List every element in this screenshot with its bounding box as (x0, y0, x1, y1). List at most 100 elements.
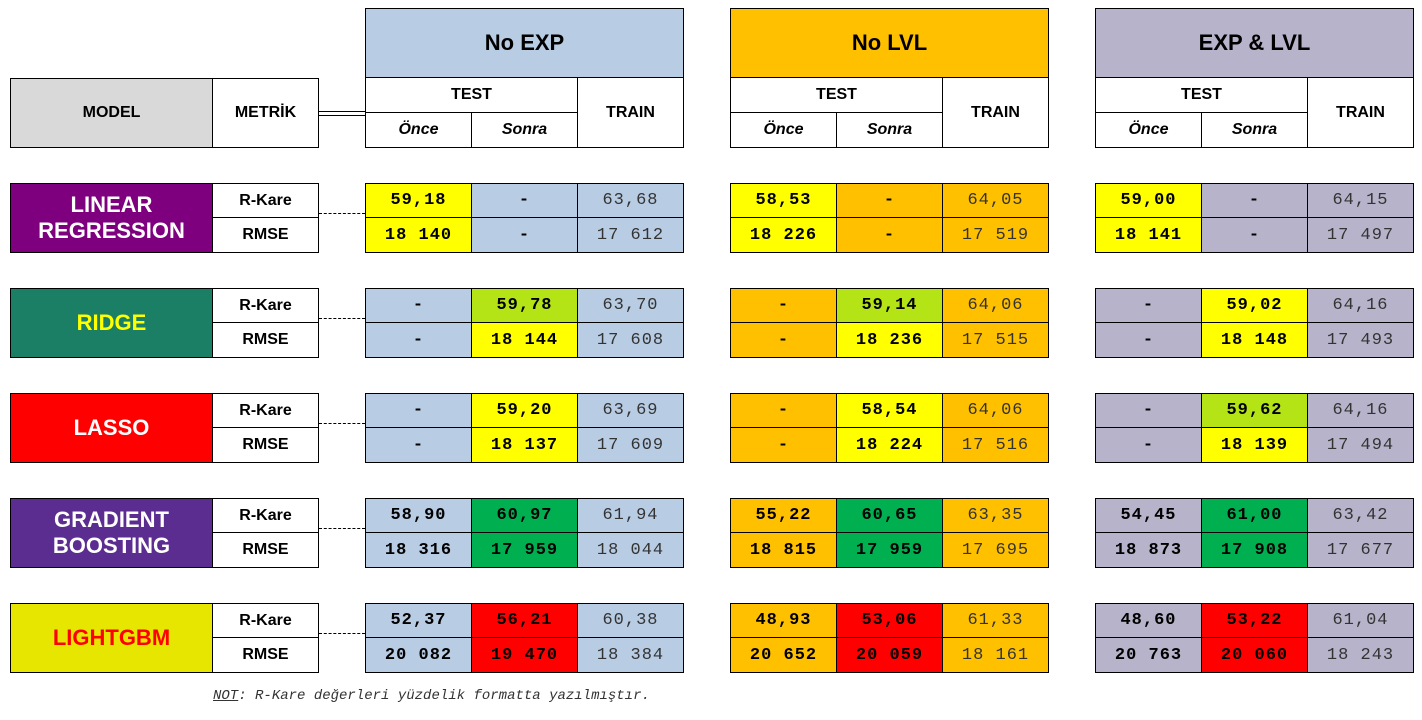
value-before: - (365, 393, 472, 428)
value-before: 20 763 (1095, 637, 1202, 673)
value-train: 17 608 (577, 322, 684, 358)
value-train: 64,15 (1307, 183, 1414, 218)
value-before: 18 226 (730, 217, 837, 253)
value-after: - (1201, 183, 1308, 218)
model-name: LINEAR REGRESSION (10, 183, 213, 253)
value-after: 17 908 (1201, 532, 1308, 568)
value-before: 58,90 (365, 498, 472, 533)
value-before: 52,37 (365, 603, 472, 638)
before-header: Önce (365, 112, 472, 148)
value-before: - (365, 322, 472, 358)
after-header: Sonra (836, 112, 943, 148)
value-before: 18 141 (1095, 217, 1202, 253)
group-title: EXP & LVL (1095, 8, 1414, 78)
value-train: 18 044 (577, 532, 684, 568)
value-train: 17 497 (1307, 217, 1414, 253)
row-connector-line (319, 423, 365, 424)
metric-label: R-Kare (212, 288, 319, 323)
value-before: 18 140 (365, 217, 472, 253)
before-header: Önce (1095, 112, 1202, 148)
group-title: No EXP (365, 8, 684, 78)
value-before: - (730, 322, 837, 358)
value-train: 64,16 (1307, 288, 1414, 323)
value-after: 61,00 (1201, 498, 1308, 533)
value-before: - (1095, 427, 1202, 463)
value-train: 18 243 (1307, 637, 1414, 673)
header-connector-line (319, 111, 365, 112)
metric-header: METRİK (212, 78, 319, 148)
value-train: 60,38 (577, 603, 684, 638)
value-before: 18 316 (365, 532, 472, 568)
value-after: 53,06 (836, 603, 943, 638)
metric-label: R-Kare (212, 498, 319, 533)
value-before: - (1095, 322, 1202, 358)
value-train: 63,68 (577, 183, 684, 218)
value-before: - (730, 288, 837, 323)
value-train: 63,42 (1307, 498, 1414, 533)
value-train: 17 677 (1307, 532, 1414, 568)
value-after: - (836, 217, 943, 253)
metric-label: RMSE (212, 532, 319, 568)
value-after: 53,22 (1201, 603, 1308, 638)
value-after: 59,02 (1201, 288, 1308, 323)
row-connector-line (319, 528, 365, 529)
value-before: - (365, 427, 472, 463)
footnote-text: : R-Kare değerleri yüzdelik formatta yaz… (238, 688, 650, 704)
value-train: 63,70 (577, 288, 684, 323)
footnote: NOT: R-Kare değerleri yüzdelik formatta … (213, 688, 650, 704)
value-before: 59,00 (1095, 183, 1202, 218)
train-header: TRAIN (577, 77, 684, 148)
value-after: 59,78 (471, 288, 578, 323)
value-before: - (730, 393, 837, 428)
row-connector-line (319, 213, 365, 214)
row-connector-line (319, 633, 365, 634)
after-header: Sonra (1201, 112, 1308, 148)
value-before: - (1095, 393, 1202, 428)
value-before: - (1095, 288, 1202, 323)
value-before: 48,93 (730, 603, 837, 638)
value-after: 56,21 (471, 603, 578, 638)
value-train: 17 612 (577, 217, 684, 253)
value-train: 18 161 (942, 637, 1049, 673)
value-train: 17 515 (942, 322, 1049, 358)
metric-label: R-Kare (212, 393, 319, 428)
row-connector-line (319, 318, 365, 319)
value-after: 19 470 (471, 637, 578, 673)
value-before: 54,45 (1095, 498, 1202, 533)
value-train: 63,35 (942, 498, 1049, 533)
model-header: MODEL (10, 78, 213, 148)
value-after: 20 059 (836, 637, 943, 673)
test-header: TEST (730, 77, 943, 113)
value-train: 17 695 (942, 532, 1049, 568)
value-after: 59,20 (471, 393, 578, 428)
value-before: - (730, 427, 837, 463)
model-name: LASSO (10, 393, 213, 463)
value-before: 58,53 (730, 183, 837, 218)
train-header: TRAIN (1307, 77, 1414, 148)
value-after: - (836, 183, 943, 218)
value-after: 18 224 (836, 427, 943, 463)
value-after: 60,65 (836, 498, 943, 533)
value-train: 64,16 (1307, 393, 1414, 428)
value-train: 18 384 (577, 637, 684, 673)
value-after: 17 959 (836, 532, 943, 568)
value-after: 59,62 (1201, 393, 1308, 428)
value-after: 17 959 (471, 532, 578, 568)
value-train: 64,06 (942, 288, 1049, 323)
header-connector-line (319, 115, 365, 116)
metric-label: RMSE (212, 217, 319, 253)
value-after: 18 148 (1201, 322, 1308, 358)
value-before: - (365, 288, 472, 323)
value-before: 20 082 (365, 637, 472, 673)
metric-label: R-Kare (212, 603, 319, 638)
value-before: 59,18 (365, 183, 472, 218)
metric-label: RMSE (212, 637, 319, 673)
metric-label: RMSE (212, 427, 319, 463)
test-header: TEST (1095, 77, 1308, 113)
metric-label: R-Kare (212, 183, 319, 218)
value-before: 18 873 (1095, 532, 1202, 568)
value-train: 61,33 (942, 603, 1049, 638)
footnote-label: NOT (213, 688, 239, 704)
value-train: 61,04 (1307, 603, 1414, 638)
value-after: 58,54 (836, 393, 943, 428)
